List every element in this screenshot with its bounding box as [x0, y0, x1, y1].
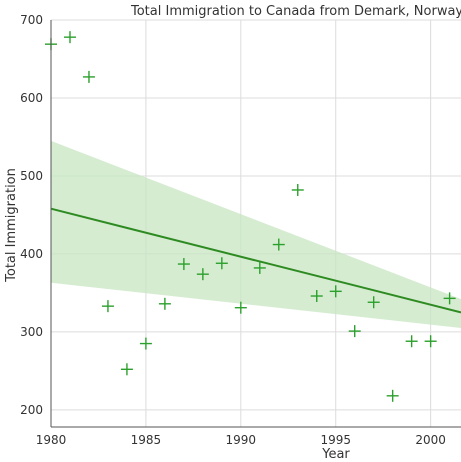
y-axis-label: Total Immigration — [4, 168, 19, 283]
x-tick-label: 1990 — [226, 433, 257, 447]
confidence-band-group — [51, 140, 461, 328]
y-tick-label: 300 — [20, 325, 43, 339]
data-point — [101, 300, 114, 313]
data-point — [120, 363, 133, 376]
x-tick-label: 1980 — [36, 433, 67, 447]
data-point — [386, 389, 399, 402]
data-point — [63, 31, 76, 44]
chart-title: Total Immigration to Canada from Demark,… — [130, 4, 461, 19]
data-point — [443, 292, 456, 305]
regression-line — [50, 207, 461, 314]
data-point — [158, 297, 171, 310]
y-tick-label: 700 — [20, 13, 43, 27]
data-point — [177, 258, 190, 271]
x-axis-label: Year — [321, 447, 350, 462]
x-tick-label: 1985 — [131, 433, 162, 447]
data-point — [82, 70, 95, 83]
regression-line-group — [50, 207, 461, 314]
data-point — [329, 285, 342, 298]
data-point — [291, 183, 304, 196]
data-point — [234, 301, 247, 314]
data-point — [310, 290, 323, 303]
data-point — [196, 268, 209, 281]
labels-group: Total Immigration to Canada from Demark,… — [4, 4, 461, 462]
data-point — [215, 257, 228, 270]
data-point — [405, 335, 418, 348]
confidence-band — [51, 140, 461, 328]
axes-group: 1980 1985 1990 1995 2000 200 300 400 500 600 700 — [20, 13, 461, 447]
x-tick-label: 1995 — [320, 433, 351, 447]
data-point — [139, 337, 152, 350]
y-tick-label: 200 — [20, 403, 43, 417]
data-point — [367, 296, 380, 309]
data-point — [253, 261, 266, 274]
x-tick-label: 2000 — [415, 433, 446, 447]
y-tick-label: 400 — [20, 247, 43, 261]
grid-lines — [50, 19, 461, 427]
data-point — [424, 335, 437, 348]
y-tick-label: 600 — [20, 91, 43, 105]
data-point — [272, 238, 285, 251]
data-point — [348, 325, 361, 338]
y-tick-label: 500 — [20, 169, 43, 183]
